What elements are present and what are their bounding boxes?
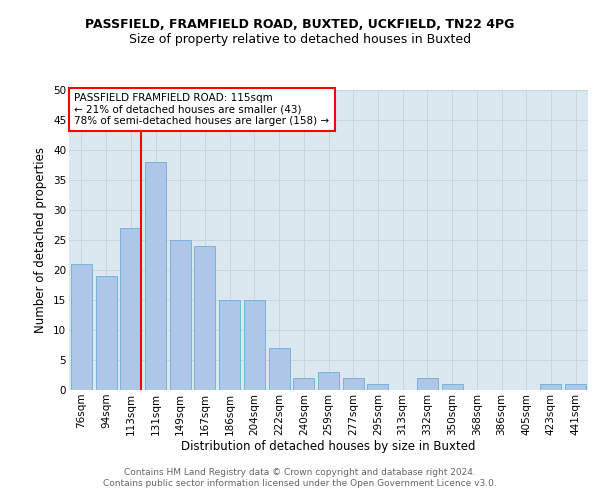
Bar [244, 300, 265, 390]
Text: Contains HM Land Registry data © Crown copyright and database right 2024.
Contai: Contains HM Land Registry data © Crown c… [103, 468, 497, 487]
Bar [219, 300, 240, 390]
Text: PASSFIELD, FRAMFIELD ROAD, BUXTED, UCKFIELD, TN22 4PG: PASSFIELD, FRAMFIELD ROAD, BUXTED, UCKFI… [85, 18, 515, 30]
Bar [442, 384, 463, 390]
Y-axis label: Number of detached properties: Number of detached properties [34, 147, 47, 333]
Bar [417, 378, 438, 390]
Bar [194, 246, 215, 390]
Bar [541, 384, 562, 390]
Bar [120, 228, 141, 390]
Bar [71, 264, 92, 390]
Bar [95, 276, 116, 390]
Bar [170, 240, 191, 390]
Bar [343, 378, 364, 390]
Bar [269, 348, 290, 390]
Bar [565, 384, 586, 390]
Text: PASSFIELD FRAMFIELD ROAD: 115sqm
← 21% of detached houses are smaller (43)
78% o: PASSFIELD FRAMFIELD ROAD: 115sqm ← 21% o… [74, 93, 329, 126]
X-axis label: Distribution of detached houses by size in Buxted: Distribution of detached houses by size … [181, 440, 476, 454]
Bar [145, 162, 166, 390]
Bar [293, 378, 314, 390]
Bar [318, 372, 339, 390]
Text: Size of property relative to detached houses in Buxted: Size of property relative to detached ho… [129, 32, 471, 46]
Bar [367, 384, 388, 390]
